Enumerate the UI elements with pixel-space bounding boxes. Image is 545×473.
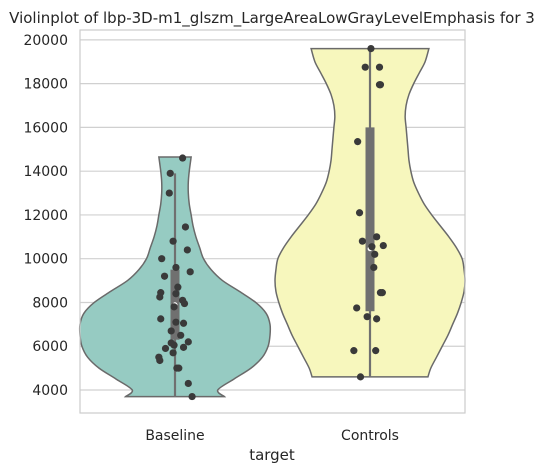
data-point bbox=[172, 290, 180, 298]
data-point bbox=[367, 45, 375, 53]
data-point bbox=[160, 272, 169, 280]
x-axis-label: target bbox=[249, 446, 295, 464]
data-point bbox=[179, 319, 188, 327]
data-point bbox=[355, 209, 364, 217]
data-point bbox=[368, 243, 376, 251]
data-point bbox=[186, 268, 194, 276]
y-tick-label: 20000 bbox=[23, 33, 68, 49]
data-point bbox=[156, 356, 164, 365]
data-point bbox=[361, 63, 369, 71]
data-point bbox=[350, 347, 358, 355]
data-point bbox=[179, 343, 188, 351]
y-tick-label: 4000 bbox=[32, 383, 68, 399]
data-point bbox=[184, 338, 192, 346]
data-point bbox=[358, 237, 366, 245]
x-tick-label: Baseline bbox=[145, 428, 204, 444]
y-tick-label: 18000 bbox=[23, 77, 68, 93]
data-point bbox=[170, 303, 178, 311]
data-point bbox=[172, 318, 180, 326]
y-tick-label: 16000 bbox=[23, 120, 68, 136]
violins bbox=[78, 47, 466, 398]
x-tick-labels: Baseline Controls bbox=[145, 428, 399, 444]
data-point bbox=[179, 154, 187, 162]
data-point bbox=[356, 373, 365, 381]
data-point bbox=[184, 379, 192, 388]
data-point bbox=[180, 299, 189, 308]
data-point bbox=[166, 169, 174, 177]
data-point bbox=[373, 315, 381, 323]
plot-frame bbox=[79, 29, 466, 414]
data-point bbox=[158, 255, 166, 263]
data-point bbox=[165, 189, 173, 197]
data-point bbox=[363, 313, 371, 321]
data-point bbox=[169, 237, 177, 245]
data-point bbox=[373, 233, 381, 241]
data-point bbox=[354, 138, 362, 146]
x-tick-label: Controls bbox=[341, 428, 399, 444]
data-point bbox=[353, 304, 361, 312]
data-point bbox=[172, 263, 180, 272]
data-point bbox=[157, 315, 165, 323]
data-point bbox=[161, 344, 170, 353]
y-tick-labels: 4000 6000 8000 10000 12000 14000 16000 18000 200… bbox=[23, 33, 68, 399]
data-point bbox=[173, 364, 181, 372]
data-point bbox=[370, 263, 378, 272]
data-points bbox=[155, 45, 387, 401]
data-point bbox=[170, 341, 178, 349]
y-tick-label: 8000 bbox=[32, 295, 68, 311]
chart-title: Violinplot of lbp-3D-m1_glszm_LargeAreaL… bbox=[9, 9, 535, 28]
data-point bbox=[371, 250, 379, 258]
data-point bbox=[167, 327, 175, 335]
y-tick-label: 6000 bbox=[32, 339, 68, 355]
data-point bbox=[376, 81, 385, 89]
iqr-box bbox=[365, 127, 375, 312]
data-point bbox=[188, 392, 196, 401]
data-point bbox=[156, 293, 164, 301]
data-point bbox=[372, 347, 380, 355]
data-point bbox=[379, 241, 387, 250]
data-point bbox=[378, 289, 386, 297]
y-tick-label: 14000 bbox=[23, 164, 68, 180]
data-point bbox=[181, 223, 190, 231]
data-point bbox=[183, 246, 191, 254]
y-tick-label: 12000 bbox=[23, 208, 68, 224]
data-point bbox=[174, 283, 182, 291]
data-point bbox=[177, 331, 185, 339]
data-point bbox=[375, 63, 384, 71]
y-tick-label: 10000 bbox=[23, 252, 68, 268]
data-point bbox=[169, 349, 177, 357]
